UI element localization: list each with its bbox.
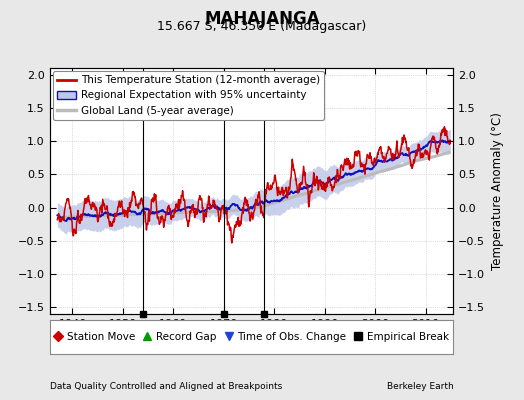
Text: Berkeley Earth: Berkeley Earth	[387, 382, 453, 391]
Y-axis label: Temperature Anomaly (°C): Temperature Anomaly (°C)	[490, 112, 504, 270]
Legend: Station Move, Record Gap, Time of Obs. Change, Empirical Break: Station Move, Record Gap, Time of Obs. C…	[50, 328, 453, 346]
Text: Data Quality Controlled and Aligned at Breakpoints: Data Quality Controlled and Aligned at B…	[50, 382, 282, 391]
Text: MAHAJANGA: MAHAJANGA	[204, 10, 320, 28]
Text: 15.667 S, 46.350 E (Madagascar): 15.667 S, 46.350 E (Madagascar)	[157, 20, 367, 33]
Legend: This Temperature Station (12-month average), Regional Expectation with 95% uncer: This Temperature Station (12-month avera…	[53, 71, 324, 120]
